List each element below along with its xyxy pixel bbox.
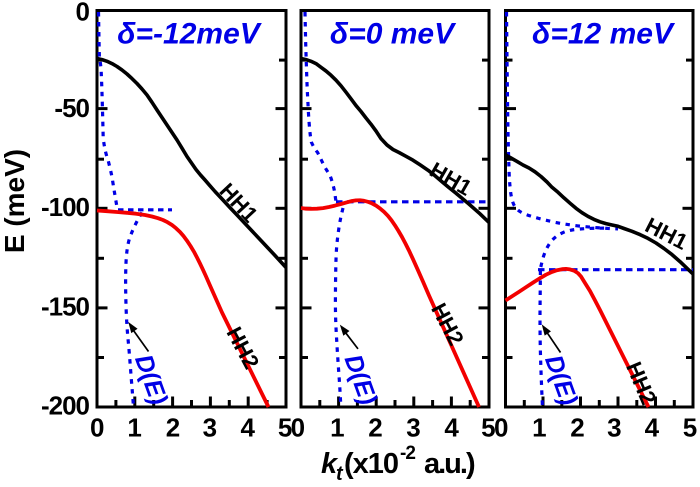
svg-text:δ=-12meV: δ=-12meV — [117, 18, 263, 51]
svg-text:δ=12 meV: δ=12 meV — [532, 18, 676, 51]
svg-text:t: t — [336, 463, 344, 485]
svg-text:-100: -100 — [41, 192, 90, 222]
svg-text:3: 3 — [406, 413, 420, 443]
svg-text:4: 4 — [444, 413, 459, 443]
svg-text:-200: -200 — [41, 391, 90, 421]
svg-text:-150: -150 — [41, 292, 90, 322]
svg-text:0: 0 — [76, 0, 90, 27]
svg-text:(x10: (x10 — [344, 448, 398, 480]
svg-text:5: 5 — [683, 413, 697, 443]
svg-text:k: k — [321, 448, 339, 480]
svg-text:3: 3 — [203, 413, 217, 443]
svg-text:1: 1 — [532, 413, 546, 443]
svg-text:2: 2 — [570, 413, 584, 443]
svg-text:0: 0 — [90, 413, 104, 443]
svg-text:4: 4 — [645, 413, 660, 443]
svg-text:5: 5 — [481, 413, 495, 443]
svg-text:2: 2 — [368, 413, 382, 443]
svg-text:-50: -50 — [54, 93, 89, 123]
svg-text:E (meV): E (meV) — [0, 149, 30, 253]
svg-text:1: 1 — [330, 413, 344, 443]
svg-text:0: 0 — [291, 413, 305, 443]
svg-text:1: 1 — [127, 413, 141, 443]
svg-text:5: 5 — [278, 413, 292, 443]
svg-text:0: 0 — [494, 413, 508, 443]
svg-text:4: 4 — [240, 413, 255, 443]
svg-text:-2: -2 — [400, 443, 415, 464]
svg-text:δ=0 meV: δ=0 meV — [330, 18, 457, 51]
svg-text:3: 3 — [607, 413, 621, 443]
svg-text:2: 2 — [166, 413, 180, 443]
svg-text:a.u.): a.u.) — [424, 448, 475, 480]
